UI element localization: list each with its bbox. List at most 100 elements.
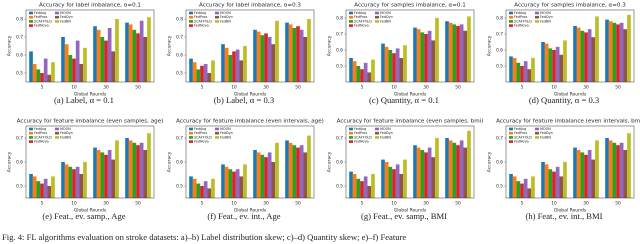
bar — [207, 188, 212, 198]
bar — [285, 140, 289, 198]
y-axis-label: Accuracy — [7, 35, 13, 56]
x-tick-label: 5 — [521, 201, 524, 207]
bar — [456, 145, 460, 198]
bar — [100, 37, 105, 82]
bar — [619, 22, 624, 82]
x-axis-label: Global Rounds — [74, 208, 107, 214]
legend-label: MOON — [540, 127, 551, 131]
bar — [75, 166, 80, 198]
bar — [520, 66, 524, 82]
y-axis-label: Accuracy — [7, 151, 13, 172]
bar — [516, 62, 521, 82]
legend-swatch — [349, 131, 353, 135]
bar — [595, 140, 599, 198]
bar — [591, 159, 596, 198]
bar — [381, 159, 385, 198]
x-axis-label: Global Rounds — [234, 92, 267, 98]
legend-swatch — [375, 15, 379, 19]
plot-frame — [345, 9, 475, 83]
legend-swatch — [29, 136, 33, 139]
x-axis-label: Global Rounds — [554, 92, 587, 98]
y-tick-label: 0.5 — [16, 184, 23, 190]
legend-label: FedBN — [540, 135, 551, 139]
legend-label: FedDyn — [380, 131, 393, 135]
bar — [72, 58, 76, 82]
bar — [271, 44, 276, 82]
bar — [288, 142, 293, 198]
legend-swatch — [215, 20, 219, 23]
bar — [143, 150, 148, 198]
legend-label: MOON — [540, 11, 551, 15]
plot-frame — [185, 125, 315, 199]
bar — [552, 171, 556, 198]
bar — [627, 14, 631, 82]
bar — [587, 150, 592, 198]
bar — [512, 58, 517, 82]
plot-frame — [185, 9, 315, 83]
bar — [356, 66, 361, 82]
legend-swatch — [375, 11, 379, 15]
bar — [523, 61, 528, 82]
bar — [47, 186, 52, 198]
bar — [384, 162, 389, 198]
x-tick-label: 50 — [295, 85, 301, 91]
legend-swatch — [509, 140, 513, 143]
bar — [605, 19, 609, 83]
bar — [595, 16, 599, 82]
x-tick-label: 10 — [551, 85, 557, 91]
legend-swatch — [189, 20, 193, 23]
subfigure-caption: (b) Label, α = 0.3 — [214, 95, 274, 105]
y-tick-label: 0.6 — [176, 160, 183, 166]
x-tick-label: 10 — [71, 201, 77, 207]
bar — [115, 140, 119, 198]
x-tick-label: 50 — [615, 201, 621, 207]
legend-swatch — [189, 136, 193, 139]
bar — [616, 24, 620, 82]
x-tick-label: 10 — [231, 85, 237, 91]
bar — [616, 145, 620, 198]
bar — [224, 166, 229, 198]
bar — [403, 45, 407, 82]
legend-swatch — [215, 136, 219, 139]
legend-label: MOON — [380, 127, 391, 131]
legend-label: MOON — [60, 11, 71, 15]
bar — [559, 176, 564, 198]
bar — [211, 60, 215, 82]
bar — [627, 133, 631, 198]
legend-swatch — [189, 15, 193, 19]
subfigure-caption: (e) Feat., ev. samp., Age — [42, 211, 125, 221]
bar — [136, 33, 140, 82]
bar — [267, 152, 272, 198]
bar — [527, 188, 532, 198]
legend-label: FedProx — [34, 15, 47, 19]
chart-title: Accuracy for feature imbalance (even int… — [176, 119, 324, 125]
bar — [576, 150, 581, 198]
bar — [93, 26, 97, 82]
bar — [531, 58, 535, 82]
bar — [544, 164, 549, 198]
legend-label: FedAvg — [354, 11, 366, 15]
bar — [392, 169, 396, 198]
bar — [64, 44, 69, 82]
legend-label: FedDyn — [60, 15, 73, 19]
x-tick-label: 50 — [455, 85, 461, 91]
bar — [125, 138, 129, 198]
bar — [93, 147, 97, 198]
bar — [264, 157, 268, 198]
legend-swatch — [349, 136, 353, 139]
x-axis-label: Global Rounds — [74, 92, 107, 98]
bar — [111, 51, 116, 82]
legend-swatch — [509, 131, 513, 135]
bar — [584, 154, 588, 198]
bar — [395, 48, 400, 82]
y-tick-label: 0.5 — [336, 184, 343, 190]
bar — [260, 154, 265, 198]
bar — [61, 37, 65, 82]
legend-label: FedDyn — [220, 131, 233, 135]
bar — [563, 40, 567, 82]
bar — [288, 24, 293, 82]
bar — [32, 176, 37, 198]
legend-swatch — [215, 127, 219, 131]
bar — [555, 46, 560, 82]
bar — [51, 62, 55, 82]
